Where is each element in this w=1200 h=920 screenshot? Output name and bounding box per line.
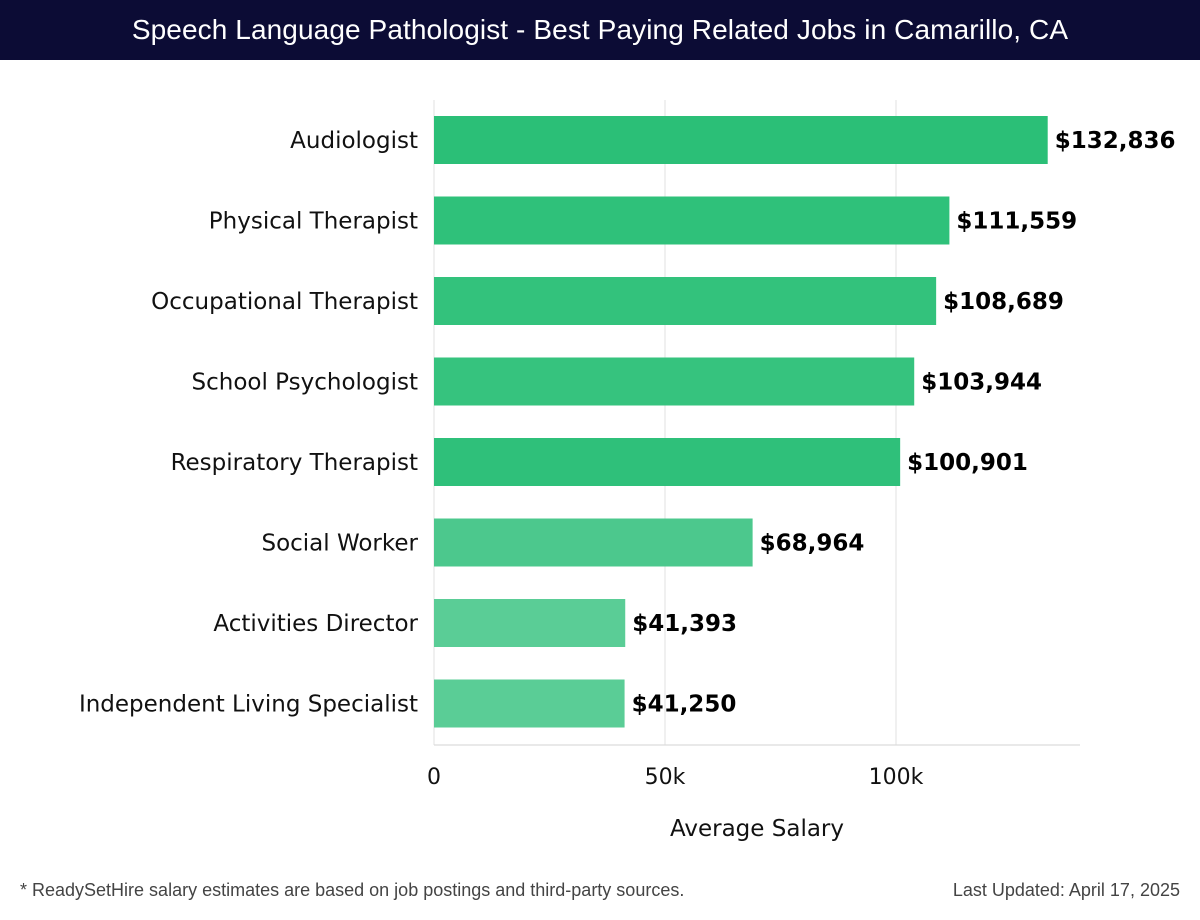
category-label: Social Worker <box>261 531 418 557</box>
salary-bar-chart: Audiologist Physical Therapist Occupationa… <box>79 100 1176 842</box>
category-labels: Audiologist Physical Therapist Occupationa… <box>79 128 419 718</box>
category-label: Respiratory Therapist <box>171 450 418 476</box>
bar-occupational-therapist <box>434 277 937 325</box>
bar-audiologist <box>434 116 1048 164</box>
last-updated: Last Updated: April 17, 2025 <box>952 880 1180 900</box>
x-tick-label: 100k <box>869 765 924 790</box>
bar-social-worker <box>434 518 753 567</box>
category-label: Occupational Therapist <box>151 289 418 315</box>
x-axis-title: Average Salary <box>670 816 844 842</box>
value-label: $132,836 <box>1055 128 1176 154</box>
title-bar: Speech Language Pathologist - Best Payin… <box>0 0 1200 60</box>
x-axis: 0 50k 100k Average Salary <box>427 744 1080 842</box>
category-label: Physical Therapist <box>209 209 418 235</box>
x-tick-label: 50k <box>645 765 686 790</box>
footer-note: * ReadySetHire salary estimates are base… <box>20 880 685 900</box>
bar-activities-director <box>434 599 626 647</box>
bars <box>434 116 1048 728</box>
bar-physical-therapist <box>434 196 950 245</box>
value-label: $100,901 <box>907 450 1028 476</box>
x-tick-label: 0 <box>427 765 441 790</box>
value-label: $41,250 <box>632 692 737 718</box>
value-label: $108,689 <box>943 289 1064 315</box>
category-label: Activities Director <box>213 611 418 637</box>
bar-respiratory-therapist <box>434 438 901 486</box>
value-label: $103,944 <box>921 370 1042 396</box>
bar-school-psychologist <box>434 357 915 406</box>
bar-independent-living-specialist <box>434 679 625 728</box>
value-label: $41,393 <box>632 611 737 637</box>
category-label: School Psychologist <box>192 370 418 396</box>
category-label: Audiologist <box>290 128 418 154</box>
category-label: Independent Living Specialist <box>79 692 418 718</box>
value-labels: $132,836 $111,559 $108,689 $103,944 $100,901… <box>632 128 1176 718</box>
value-label: $111,559 <box>956 209 1077 235</box>
value-label: $68,964 <box>760 531 865 557</box>
chart-title: Speech Language Pathologist - Best Payin… <box>131 14 1069 45</box>
